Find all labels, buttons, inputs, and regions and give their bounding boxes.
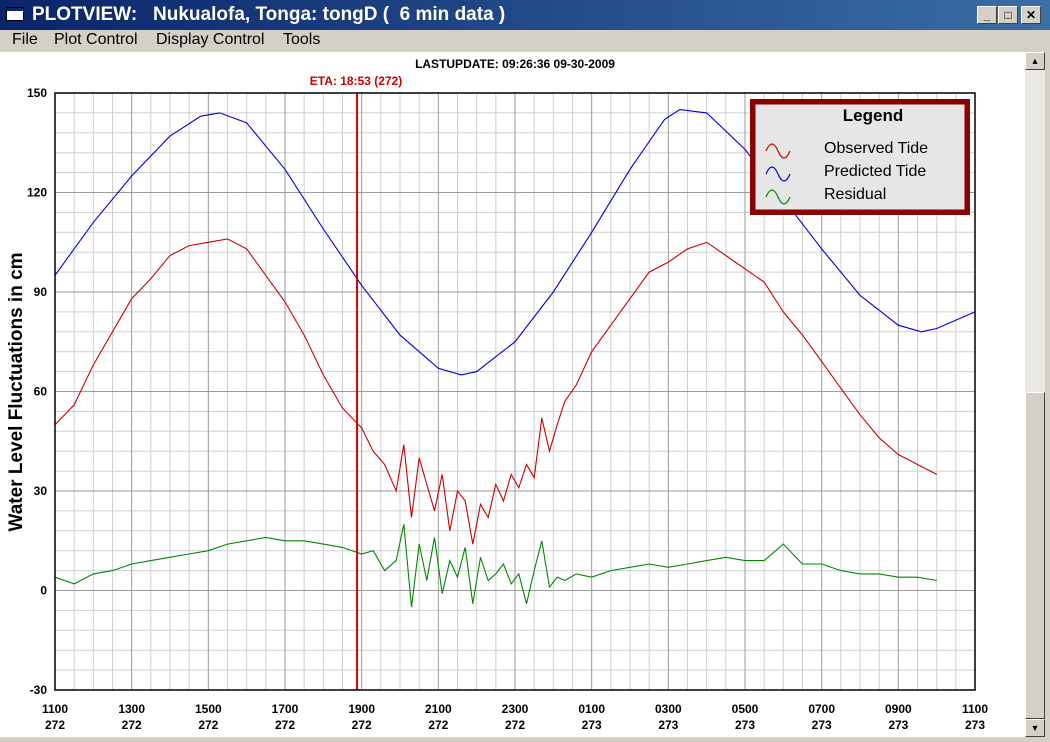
legend-box <box>754 103 966 211</box>
x-tick-label-day: 273 <box>658 718 678 732</box>
vertical-scrollbar[interactable]: ▲ ▼ <box>1025 52 1045 737</box>
x-tick-label-day: 273 <box>812 718 832 732</box>
x-tick-label-time: 1700 <box>272 702 299 716</box>
series-line-predicted-tide <box>54 109 976 376</box>
x-tick-label-time: 0500 <box>732 702 759 716</box>
window-title: PLOTVIEW: Nukualofa, Tonga: tongD ( 6 mi… <box>32 4 506 25</box>
scroll-up-button[interactable]: ▲ <box>1025 52 1045 70</box>
series-line-observed-tide <box>54 238 937 545</box>
x-tick-label-day: 273 <box>582 718 602 732</box>
x-tick-label-day: 273 <box>965 718 985 732</box>
x-tick-label-day: 272 <box>122 718 142 732</box>
eta-label: ETA: 18:53 (272) <box>310 74 402 88</box>
scroll-down-button[interactable]: ▼ <box>1025 719 1045 737</box>
last-update-label: LASTUPDATE: 09:26:36 09-30-2009 <box>415 57 615 71</box>
y-axis-label: Water Level Fluctuations in cm <box>6 252 27 531</box>
x-tick-label-time: 0300 <box>655 702 682 716</box>
menu-bar: File Plot Control Display Control Tools <box>0 30 1050 52</box>
y-tick-label: -30 <box>30 683 48 697</box>
legend-label-observed: Observed Tide <box>824 140 928 157</box>
y-tick-label: 60 <box>34 385 48 399</box>
x-tick-label-time: 1500 <box>195 702 222 716</box>
x-tick-label-time: 0700 <box>808 702 835 716</box>
minimize-button[interactable]: _ <box>977 6 997 24</box>
x-tick-label-day: 272 <box>428 718 448 732</box>
x-tick-label-time: 0900 <box>885 702 912 716</box>
x-tick-label-day: 272 <box>45 718 65 732</box>
scroll-track[interactable] <box>1025 70 1045 392</box>
legend-swatch-residual <box>765 189 791 205</box>
y-tick-label: 150 <box>27 86 47 100</box>
x-tick-label-day: 272 <box>505 718 525 732</box>
scroll-thumb[interactable] <box>1025 392 1045 719</box>
x-tick-label-time: 1300 <box>118 702 145 716</box>
window-frame <box>1045 52 1050 737</box>
legend-swatch-observed <box>765 143 791 159</box>
menu-file[interactable]: File <box>12 31 38 48</box>
y-tick-label: 0 <box>40 584 47 598</box>
tide-chart: -30 0 30 60 90 120 150 1100 272 1300 272 1500 272 17… <box>6 57 988 732</box>
plot-border <box>54 92 976 691</box>
legend-title: Legend <box>843 106 903 125</box>
legend: Legend Observed Tide Predicted Tide Resi… <box>750 99 970 215</box>
y-tick-labels: -30 0 30 60 90 120 150 <box>27 86 47 697</box>
x-tick-label-day: 273 <box>888 718 908 732</box>
x-tick-label-time: 1100 <box>962 702 988 716</box>
y-tick-label: 120 <box>27 186 47 200</box>
legend-label-residual: Residual <box>824 186 886 203</box>
legend-swatch-predicted <box>765 166 791 182</box>
plot-canvas: -30 0 30 60 90 120 150 1100 272 1300 272 1500 272 17… <box>0 52 1025 737</box>
title-bar[interactable]: PLOTVIEW: Nukualofa, Tonga: tongD ( 6 mi… <box>0 0 1050 30</box>
menu-plot-control[interactable]: Plot Control <box>54 31 138 48</box>
menu-display-control[interactable]: Display Control <box>156 31 265 48</box>
y-tick-label: 30 <box>34 484 48 498</box>
close-button[interactable]: ✕ <box>1021 6 1041 24</box>
x-tick-label-day: 272 <box>198 718 218 732</box>
app-icon <box>6 7 24 21</box>
x-tick-label-time: 1900 <box>348 702 375 716</box>
x-tick-label-time: 2100 <box>425 702 452 716</box>
menu-tools[interactable]: Tools <box>283 31 321 48</box>
x-tick-label-day: 273 <box>735 718 755 732</box>
x-tick-labels: 1100 272 1300 272 1500 272 1700 272 1900 272 2100 2… <box>42 702 988 732</box>
x-tick-label-day: 272 <box>352 718 372 732</box>
maximize-button[interactable]: □ <box>998 6 1018 24</box>
legend-label-predicted: Predicted Tide <box>824 163 926 180</box>
x-tick-label-time: 2300 <box>502 702 529 716</box>
x-tick-label-time: 1100 <box>42 702 68 716</box>
series-line-residual <box>54 524 937 608</box>
series-layer <box>54 109 976 608</box>
x-tick-label-day: 272 <box>275 718 295 732</box>
y-tick-label: 90 <box>34 285 48 299</box>
x-tick-label-time: 0100 <box>578 702 605 716</box>
